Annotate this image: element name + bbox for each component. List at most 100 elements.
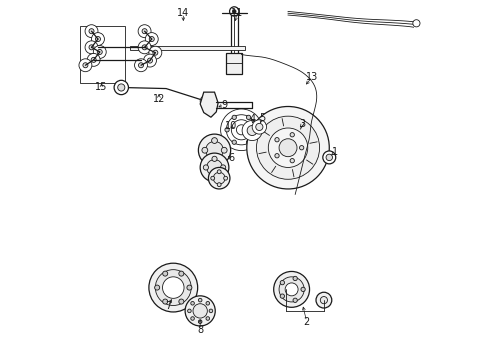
Circle shape xyxy=(179,299,184,304)
Circle shape xyxy=(316,292,332,308)
Circle shape xyxy=(91,57,96,62)
Circle shape xyxy=(285,283,298,296)
Text: 11: 11 xyxy=(231,8,243,18)
Circle shape xyxy=(203,165,208,170)
Circle shape xyxy=(326,154,333,161)
Circle shape xyxy=(193,304,207,318)
Circle shape xyxy=(149,263,197,312)
Circle shape xyxy=(246,115,251,120)
Circle shape xyxy=(242,121,262,140)
Circle shape xyxy=(226,115,256,145)
Circle shape xyxy=(279,139,297,157)
Text: 3: 3 xyxy=(299,120,305,129)
Circle shape xyxy=(179,271,184,276)
Circle shape xyxy=(232,140,236,144)
Circle shape xyxy=(274,271,310,307)
Text: 7: 7 xyxy=(165,301,171,311)
Circle shape xyxy=(198,134,231,166)
Circle shape xyxy=(299,145,304,150)
Circle shape xyxy=(93,45,106,58)
Polygon shape xyxy=(200,92,218,117)
Circle shape xyxy=(188,309,191,313)
Circle shape xyxy=(207,159,222,175)
Circle shape xyxy=(155,285,160,290)
Circle shape xyxy=(185,296,215,326)
Circle shape xyxy=(269,128,308,167)
Text: 4: 4 xyxy=(250,114,256,124)
Circle shape xyxy=(135,59,147,72)
Circle shape xyxy=(413,20,420,27)
Text: 8: 8 xyxy=(197,325,203,335)
Circle shape xyxy=(138,25,151,38)
Polygon shape xyxy=(80,26,125,83)
Circle shape xyxy=(206,301,210,305)
Circle shape xyxy=(191,317,195,320)
Circle shape xyxy=(92,33,104,45)
Circle shape xyxy=(149,46,162,59)
Circle shape xyxy=(139,63,144,68)
Text: 2: 2 xyxy=(304,317,310,327)
Circle shape xyxy=(280,280,285,285)
Circle shape xyxy=(246,140,251,144)
Circle shape xyxy=(138,41,151,54)
Circle shape xyxy=(275,154,279,158)
Circle shape xyxy=(85,25,98,38)
Circle shape xyxy=(225,128,229,132)
Circle shape xyxy=(163,299,168,304)
Text: 15: 15 xyxy=(96,82,108,92)
Text: 10: 10 xyxy=(225,121,238,131)
Circle shape xyxy=(200,153,229,182)
Circle shape xyxy=(232,115,236,120)
Circle shape xyxy=(142,45,147,50)
Text: 6: 6 xyxy=(228,153,234,163)
Circle shape xyxy=(221,147,227,153)
Circle shape xyxy=(293,276,297,280)
Circle shape xyxy=(198,320,202,323)
Circle shape xyxy=(212,157,218,163)
Circle shape xyxy=(217,183,221,186)
Circle shape xyxy=(206,141,223,159)
Circle shape xyxy=(211,176,215,180)
Circle shape xyxy=(212,156,217,161)
Circle shape xyxy=(155,270,191,306)
Circle shape xyxy=(252,120,267,134)
Circle shape xyxy=(275,138,279,142)
Circle shape xyxy=(247,126,257,135)
Circle shape xyxy=(206,317,210,320)
Circle shape xyxy=(85,41,98,54)
Circle shape xyxy=(163,271,168,276)
Text: 14: 14 xyxy=(177,8,190,18)
Polygon shape xyxy=(226,53,242,74)
Circle shape xyxy=(191,301,195,305)
Circle shape xyxy=(118,84,125,91)
Circle shape xyxy=(89,29,94,34)
Circle shape xyxy=(89,45,94,50)
Text: 5: 5 xyxy=(259,113,266,123)
Circle shape xyxy=(280,294,285,298)
Circle shape xyxy=(198,298,202,302)
Text: 9: 9 xyxy=(221,100,227,110)
Circle shape xyxy=(323,151,336,164)
Circle shape xyxy=(212,138,218,143)
Circle shape xyxy=(232,10,236,13)
Circle shape xyxy=(114,80,128,95)
Circle shape xyxy=(236,125,246,135)
Circle shape xyxy=(231,120,251,140)
Circle shape xyxy=(254,128,258,132)
Polygon shape xyxy=(130,45,245,50)
Circle shape xyxy=(290,158,294,163)
Circle shape xyxy=(144,54,156,67)
Circle shape xyxy=(200,96,211,107)
Circle shape xyxy=(301,287,305,292)
Text: 1: 1 xyxy=(332,147,338,157)
Circle shape xyxy=(209,309,213,313)
Text: 13: 13 xyxy=(306,72,318,82)
Circle shape xyxy=(146,33,158,45)
Circle shape xyxy=(208,167,230,189)
Circle shape xyxy=(230,7,239,16)
Circle shape xyxy=(83,63,88,68)
Circle shape xyxy=(220,165,226,170)
Circle shape xyxy=(202,147,208,153)
Circle shape xyxy=(220,109,262,150)
Circle shape xyxy=(142,29,147,34)
